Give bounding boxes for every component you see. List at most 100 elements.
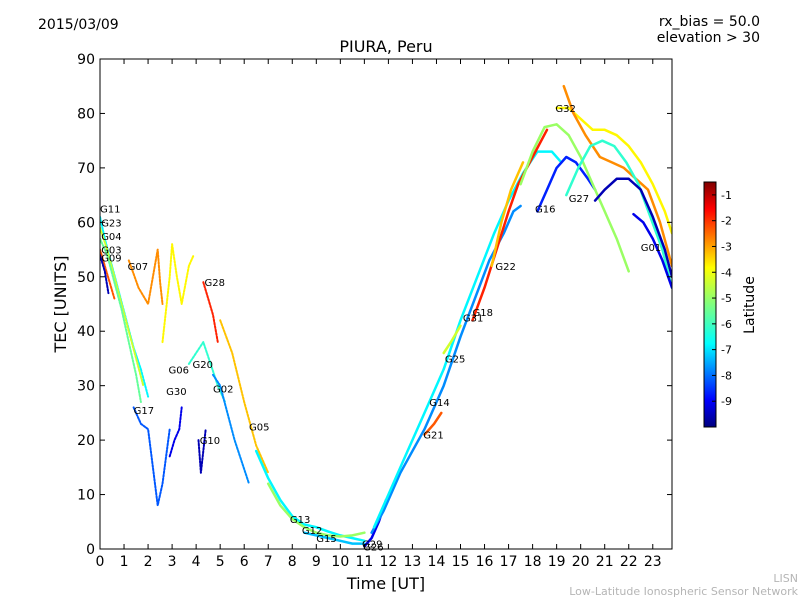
date-label: 2015/03/09: [38, 17, 119, 33]
series-G10: [197, 428, 207, 474]
sat-label-G17: G17: [134, 406, 154, 417]
x-tick-label-18: 18: [524, 554, 542, 570]
sat-label-G32: G32: [555, 104, 575, 115]
series-G07: [127, 248, 164, 305]
series-layer: [100, 84, 672, 548]
parameters-label: rx_bias = 50.0 elevation > 30: [657, 14, 760, 46]
x-tick-label-2: 2: [144, 554, 153, 570]
cb-tick-label--4: -4: [721, 266, 732, 279]
x-tick-label-9: 9: [312, 554, 321, 570]
x-tick-label-13: 13: [404, 554, 422, 570]
x-tick-label-23: 23: [644, 554, 662, 570]
x-tick-label-0: 0: [96, 554, 105, 570]
y-tick-label-70: 70: [77, 161, 95, 177]
x-tick-label-14: 14: [428, 554, 446, 570]
colorbar: -1 -2 -3 -4 -5 -6 -7 -8 -9 Latitude: [703, 181, 758, 428]
y-tick-label-0: 0: [86, 542, 95, 558]
sat-label-G22: G22: [495, 262, 515, 273]
series-G20: [187, 341, 226, 403]
sat-label-G18: G18: [473, 308, 493, 319]
y-tick-label-10: 10: [77, 488, 95, 504]
sat-label-G07: G07: [128, 262, 148, 273]
series-G31: [442, 324, 462, 355]
chart-title: PIURA, Peru: [339, 37, 433, 56]
sat-label-G12: G12: [302, 526, 322, 537]
y-tick-label-20: 20: [77, 433, 95, 449]
x-tick-label-10: 10: [331, 554, 349, 570]
x-tick-label-15: 15: [452, 554, 470, 570]
sat-label-G11: G11: [100, 205, 120, 216]
rx-bias-label: rx_bias = 50.0: [658, 14, 760, 30]
series-G24: [632, 212, 672, 289]
x-tick-label-22: 22: [620, 554, 638, 570]
elevation-label: elevation > 30: [656, 30, 760, 46]
sat-label-G01: G01: [641, 243, 661, 254]
sat-label-G27: G27: [569, 194, 589, 205]
series-G19: [593, 177, 672, 279]
axes: 0 1 2 3 4 5 6 7 8 9 10 11 12 13 14 15 16 17 18 19 20 21 22 2301…: [77, 52, 672, 570]
y-tick-label-90: 90: [77, 52, 95, 68]
cb-tick-label--9: -9: [721, 395, 732, 408]
x-tick-label-3: 3: [168, 554, 177, 570]
series-G15: [303, 531, 366, 545]
series-G02: [212, 373, 250, 485]
x-tick-label-16: 16: [476, 554, 494, 570]
sat-label-G20: G20: [193, 360, 213, 371]
sat-label-G26: G26: [363, 542, 383, 553]
colorbar-gradient: [703, 181, 717, 428]
sat-label-G28: G28: [205, 278, 225, 289]
series-G03: [100, 248, 116, 300]
x-tick-label-21: 21: [596, 554, 614, 570]
plot-frame: [99, 58, 673, 550]
sat-label-G15: G15: [316, 534, 336, 545]
sat-label-G16: G16: [535, 205, 555, 216]
cb-tick-label--7: -7: [721, 344, 732, 357]
watermark-line1: LISN: [773, 572, 798, 585]
x-tick-label-19: 19: [548, 554, 566, 570]
sat-label-G31: G31: [463, 314, 483, 325]
x-tick-label-12: 12: [379, 554, 397, 570]
series-G06: [161, 243, 195, 344]
series-G05: [219, 319, 270, 474]
cb-tick-label--2: -2: [721, 215, 732, 228]
sat-label-G13: G13: [290, 515, 310, 526]
series-G22: [490, 161, 525, 268]
series-G09: [100, 254, 110, 295]
cb-tick-label--8: -8: [721, 369, 732, 382]
x-tick-label-4: 4: [192, 554, 201, 570]
sat-label-G21: G21: [423, 431, 443, 442]
x-tick-label-6: 6: [240, 554, 249, 570]
series-G23: [100, 226, 145, 387]
sat-label-G10: G10: [200, 436, 220, 447]
series-G21: [423, 411, 443, 436]
x-tick-label-7: 7: [264, 554, 273, 570]
series-G27: [555, 106, 672, 235]
x-tick-label-5: 5: [216, 554, 225, 570]
y-axis-label: TEC [UNITS]: [51, 256, 70, 354]
watermark-line2: Low-Latitude Ionospheric Sensor Network: [569, 585, 798, 598]
series-G16: [536, 155, 597, 213]
x-tick-label-11: 11: [355, 554, 373, 570]
sat-label-G06: G06: [169, 365, 189, 376]
series-G11: [100, 215, 150, 398]
series-G28: [202, 281, 219, 344]
sat-label-G05: G05: [249, 423, 269, 434]
series-G12: [266, 482, 366, 538]
sat-label-G03: G03: [101, 246, 121, 257]
watermark: LISN Low-Latitude Ionospheric Sensor Net…: [569, 572, 798, 598]
sat-label-G14: G14: [429, 398, 449, 409]
cb-tick-label--1: -1: [721, 189, 732, 202]
series-G30: [168, 406, 183, 458]
series-G26: [565, 139, 672, 289]
cb-tick-label--6: -6: [721, 318, 732, 331]
series-G01: [562, 84, 672, 268]
x-tick-label-8: 8: [288, 554, 297, 570]
sat-label-G09: G09: [101, 254, 121, 265]
y-tick-label-60: 60: [77, 215, 95, 231]
series-G04: [100, 237, 142, 403]
sat-label-G29: G29: [362, 540, 382, 551]
sat-label-G02: G02: [213, 384, 233, 395]
y-tick-label-40: 40: [77, 324, 95, 340]
